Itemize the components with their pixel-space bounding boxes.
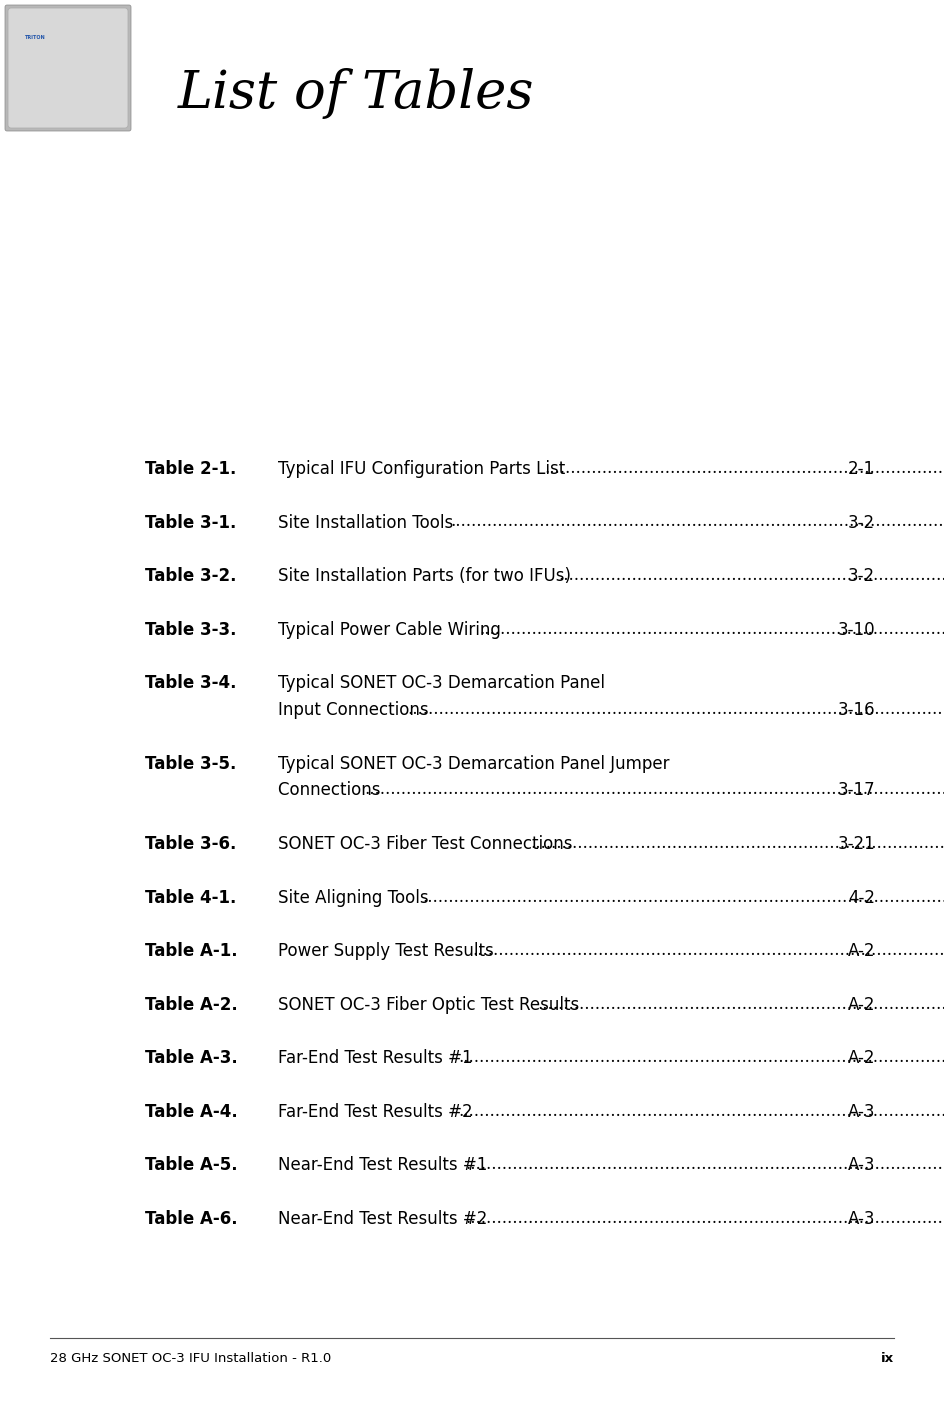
Text: 3-21: 3-21 bbox=[837, 835, 875, 853]
Text: ................................................................................: ........................................… bbox=[530, 835, 944, 852]
Text: Near-End Test Results #2: Near-End Test Results #2 bbox=[278, 1209, 497, 1227]
Text: 28 GHz SONET OC-3 IFU Installation - R1.0: 28 GHz SONET OC-3 IFU Installation - R1.… bbox=[50, 1352, 331, 1365]
Text: Power Supply Test Results: Power Supply Test Results bbox=[278, 941, 504, 960]
Text: ................................................................................: ........................................… bbox=[458, 1049, 944, 1066]
Text: SONET OC-3 Fiber Optic Test Results: SONET OC-3 Fiber Optic Test Results bbox=[278, 996, 584, 1013]
Text: TRITON: TRITON bbox=[25, 35, 45, 41]
Text: Table 4-1.: Table 4-1. bbox=[145, 888, 236, 906]
Text: 4-2: 4-2 bbox=[848, 888, 875, 906]
Text: 3-16: 3-16 bbox=[837, 700, 875, 719]
Text: Table A-2.: Table A-2. bbox=[145, 996, 238, 1013]
Text: Table 3-1.: Table 3-1. bbox=[145, 514, 236, 531]
Text: Table 3-5.: Table 3-5. bbox=[145, 755, 236, 772]
Text: Table A-6.: Table A-6. bbox=[145, 1209, 238, 1227]
Text: ................................................................................: ........................................… bbox=[364, 780, 944, 799]
Text: ................................................................................: ........................................… bbox=[537, 996, 944, 1013]
Text: ................................................................................: ........................................… bbox=[480, 621, 944, 637]
Text: SONET OC-3 Fiber Test Connections: SONET OC-3 Fiber Test Connections bbox=[278, 835, 583, 853]
Text: Site Aligning Tools: Site Aligning Tools bbox=[278, 888, 434, 906]
Text: Typical IFU Configuration Parts List: Typical IFU Configuration Parts List bbox=[278, 460, 570, 478]
Text: Table 3-3.: Table 3-3. bbox=[145, 621, 237, 639]
Text: A-2: A-2 bbox=[848, 941, 875, 960]
Text: ................................................................................: ........................................… bbox=[408, 700, 944, 717]
Text: Table 2-1.: Table 2-1. bbox=[145, 460, 236, 478]
Text: Table A-5.: Table A-5. bbox=[145, 1156, 238, 1174]
Text: Far-End Test Results #2: Far-End Test Results #2 bbox=[278, 1103, 483, 1121]
Text: 3-10: 3-10 bbox=[837, 621, 875, 639]
Text: ................................................................................: ........................................… bbox=[545, 460, 944, 476]
Text: A-3: A-3 bbox=[848, 1156, 875, 1174]
Text: A-3: A-3 bbox=[848, 1103, 875, 1121]
Text: Far-End Test Results #1: Far-End Test Results #1 bbox=[278, 1049, 483, 1068]
Text: ................................................................................: ........................................… bbox=[465, 1209, 944, 1226]
Text: Typical SONET OC-3 Demarcation Panel Jumper: Typical SONET OC-3 Demarcation Panel Jum… bbox=[278, 755, 669, 772]
Text: Table 3-2.: Table 3-2. bbox=[145, 567, 237, 586]
Text: 3-2: 3-2 bbox=[848, 567, 875, 586]
Text: A-2: A-2 bbox=[848, 1049, 875, 1068]
Text: Table A-1.: Table A-1. bbox=[145, 941, 238, 960]
Text: Table 3-4.: Table 3-4. bbox=[145, 674, 237, 692]
Text: Site Installation Parts (for two IFUs): Site Installation Parts (for two IFUs) bbox=[278, 567, 576, 586]
Text: Site Installation Tools: Site Installation Tools bbox=[278, 514, 459, 531]
Text: ................................................................................: ........................................… bbox=[472, 941, 944, 960]
Text: Input Connections: Input Connections bbox=[278, 700, 434, 719]
Text: ................................................................................: ........................................… bbox=[559, 567, 944, 584]
Text: ................................................................................: ........................................… bbox=[458, 1103, 944, 1119]
Text: ................................................................................: ........................................… bbox=[422, 888, 944, 905]
Text: 3-2: 3-2 bbox=[848, 514, 875, 531]
Text: 3-17: 3-17 bbox=[837, 780, 875, 799]
Text: A-3: A-3 bbox=[848, 1209, 875, 1227]
Text: Table A-3.: Table A-3. bbox=[145, 1049, 238, 1068]
Text: Typical Power Cable Wiring: Typical Power Cable Wiring bbox=[278, 621, 512, 639]
Text: 2-1: 2-1 bbox=[848, 460, 875, 478]
Text: ................................................................................: ........................................… bbox=[451, 514, 944, 531]
FancyBboxPatch shape bbox=[8, 8, 128, 127]
Text: Table A-4.: Table A-4. bbox=[145, 1103, 238, 1121]
Text: Near-End Test Results #1: Near-End Test Results #1 bbox=[278, 1156, 497, 1174]
Text: List of Tables: List of Tables bbox=[178, 69, 534, 119]
Text: A-2: A-2 bbox=[848, 996, 875, 1013]
Text: Table 3-6.: Table 3-6. bbox=[145, 835, 236, 853]
Text: ................................................................................: ........................................… bbox=[465, 1156, 944, 1173]
Text: ix: ix bbox=[881, 1352, 894, 1365]
Text: Typical SONET OC-3 Demarcation Panel: Typical SONET OC-3 Demarcation Panel bbox=[278, 674, 605, 692]
FancyBboxPatch shape bbox=[5, 6, 131, 132]
Text: Connections: Connections bbox=[278, 780, 386, 799]
